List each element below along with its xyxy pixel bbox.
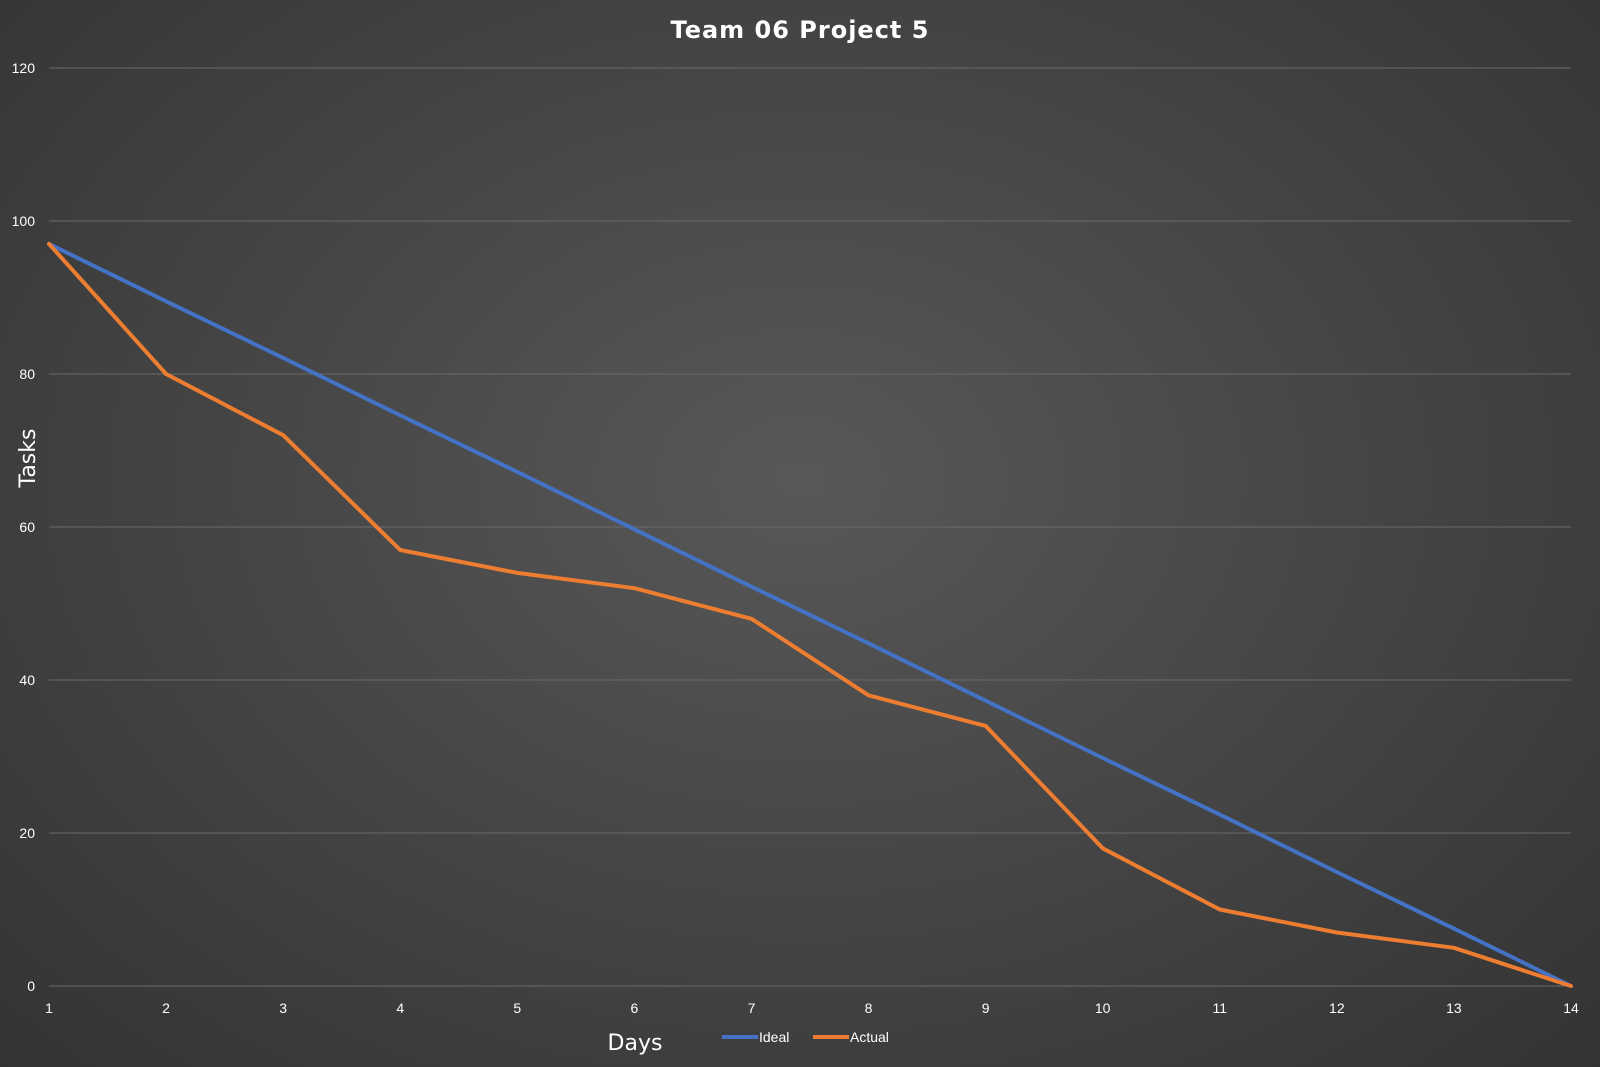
y-tick-label: 120 xyxy=(12,60,36,76)
legend: Ideal Actual xyxy=(722,1029,889,1045)
x-tick-label: 2 xyxy=(162,1000,170,1016)
y-axis-title: Tasks xyxy=(16,429,41,489)
y-tick-label: 40 xyxy=(19,672,35,688)
legend-label-ideal: Ideal xyxy=(759,1029,789,1045)
x-tick-label: 9 xyxy=(982,1000,990,1016)
legend-label-actual: Actual xyxy=(850,1029,889,1045)
y-tick-label: 20 xyxy=(19,825,35,841)
x-tick-label: 3 xyxy=(279,1000,287,1016)
y-tick-label: 0 xyxy=(27,978,35,994)
gridlines xyxy=(49,67,1571,987)
series-line-actual xyxy=(47,241,1573,988)
y-tick-label: 60 xyxy=(19,519,35,535)
x-tick-label: 10 xyxy=(1095,1000,1111,1016)
x-tick-label: 6 xyxy=(630,1000,638,1016)
x-tick-label: 12 xyxy=(1329,1000,1345,1016)
y-tick-label: 80 xyxy=(19,366,35,382)
x-axis-title: Days xyxy=(608,1031,663,1056)
chart-title: Team 06 Project 5 xyxy=(671,16,930,44)
x-axis-ticks: 1 2 3 4 5 6 7 8 9 10 11 12 13 14 xyxy=(45,1000,1579,1016)
x-tick-label: 7 xyxy=(748,1000,756,1016)
x-tick-label: 4 xyxy=(396,1000,404,1016)
x-tick-label: 5 xyxy=(513,1000,521,1016)
x-tick-label: 13 xyxy=(1446,1000,1462,1016)
series-line-ideal xyxy=(47,241,1573,988)
series-lines xyxy=(47,241,1573,988)
x-tick-label: 11 xyxy=(1212,1000,1227,1016)
x-tick-label: 14 xyxy=(1563,1000,1579,1016)
x-tick-label: 8 xyxy=(865,1000,873,1016)
y-tick-label: 100 xyxy=(12,213,36,229)
x-tick-label: 1 xyxy=(45,1000,53,1016)
y-axis-ticks: 0 20 40 60 80 100 120 xyxy=(12,60,36,994)
